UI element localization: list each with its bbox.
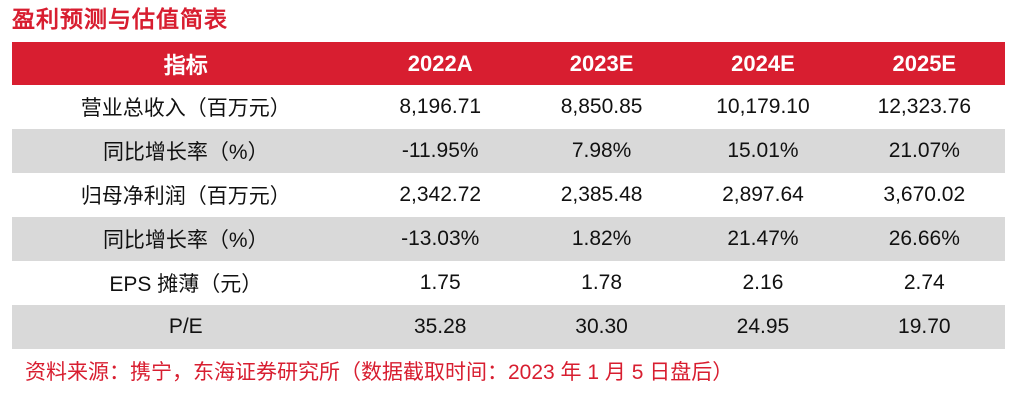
row-label: P/E [168, 315, 203, 338]
table-row: EPS 摊薄（元） 1.75 1.78 2.16 2.74 [12, 261, 1005, 305]
cell-value: 35.28 [413, 315, 467, 338]
table-row: 归母净利润（百万元） 2,342.72 2,385.48 2,897.64 3,670.… [12, 173, 1005, 217]
row-label: 同比增长率（%） [102, 141, 269, 164]
row-label: 归母净利润（百万元） [80, 185, 291, 208]
cell-value: 1.82% [571, 227, 632, 250]
figure-title: 盈利预测与估值简表 [12, 6, 228, 32]
cell-value: -13.03% [401, 227, 480, 250]
table-body: 营业总收入（百万元） 8,196.71 8,850.85 10,179.10 12,32… [12, 85, 1005, 349]
cell-value: 21.07% [888, 139, 960, 162]
cell-value: 2,342.72 [399, 183, 482, 206]
cell-value: 12,323.76 [877, 95, 972, 118]
column-header-indicator: 指标 [163, 52, 208, 78]
cell-value: 2.74 [903, 271, 945, 294]
cell-value: 30.30 [575, 315, 628, 338]
cell-value: 8,850.85 [560, 95, 643, 118]
column-header-2025e: 2025E [892, 50, 957, 76]
table-row: 同比增长率（%） -13.03% 1.82% 21.47% 26.66% [12, 217, 1005, 261]
cell-value: 26.66% [888, 227, 960, 250]
cell-value: 21.47% [727, 227, 799, 250]
cell-value: 19.70 [898, 315, 951, 338]
cell-value: 1.75 [419, 271, 461, 294]
cell-value: 10,179.10 [716, 95, 810, 118]
cell-value: 2.16 [742, 271, 784, 294]
table-header-row: 指标 2022A 2023E 2024E 2025E [12, 42, 1005, 85]
source-note: 资料来源：携宁，东海证券研究所（数据截取时间：2023 年 1 月 5 日盘后） [25, 361, 734, 384]
row-label: EPS 摊薄（元） [109, 273, 263, 296]
cell-value: 8,196.71 [399, 95, 482, 118]
column-header-2024e: 2024E [731, 50, 795, 76]
column-header-2022a: 2022A [407, 50, 473, 76]
cell-value: 15.01% [727, 139, 799, 162]
table-row: P/E 35.28 30.30 24.95 19.70 [12, 305, 1005, 349]
table-row: 同比增长率（%） -11.95% 7.98% 15.01% 21.07% [12, 129, 1005, 173]
row-label: 营业总收入（百万元） [80, 97, 291, 120]
table-row: 营业总收入（百万元） 8,196.71 8,850.85 10,179.10 12,32… [12, 85, 1005, 129]
column-header-2023e: 2023E [569, 50, 634, 76]
cell-value: 1.78 [581, 271, 623, 294]
cell-value: 2,385.48 [560, 183, 643, 206]
forecast-valuation-table: 指标 2022A 2023E 2024E 2025E 营业总收入（百万元） 8,1… [12, 42, 1005, 349]
row-label: 同比增长率（%） [102, 229, 269, 252]
cell-value: -11.95% [401, 139, 479, 162]
cell-value: 7.98% [571, 139, 632, 162]
cell-value: 3,670.02 [883, 183, 966, 206]
cell-value: 24.95 [736, 315, 790, 338]
cell-value: 2,897.64 [722, 183, 804, 206]
